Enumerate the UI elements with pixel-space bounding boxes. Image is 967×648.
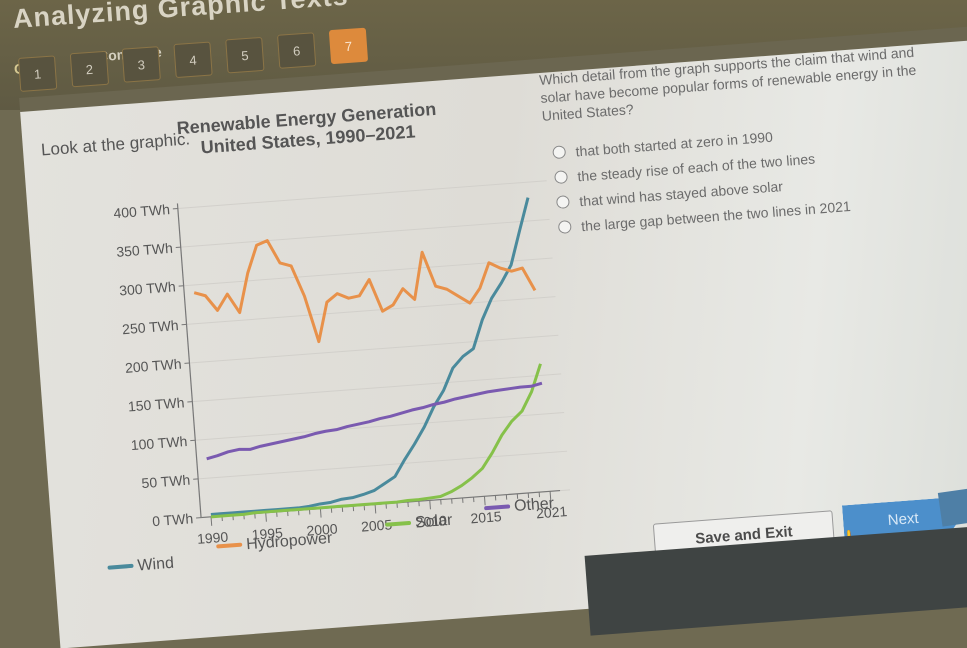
partial-button-right[interactable] [938,487,967,526]
x-tick-label: 2015 [470,508,502,526]
answer-options: that both started at zero in 1990 the st… [552,118,852,240]
y-tick-label: 350 TWh [116,240,174,260]
question-5-button[interactable]: 5 [225,37,264,73]
chart-lines [189,198,550,517]
question-7-button[interactable]: 7 [329,28,368,64]
question-3-button[interactable]: 3 [122,46,161,82]
y-tick-label: 100 TWh [130,433,188,453]
solar-legend-swatch [387,523,409,525]
radio-button[interactable] [552,145,566,159]
question-6-button[interactable]: 6 [277,32,316,68]
chart-gridlines [178,181,570,518]
wind-legend-swatch [110,566,132,568]
legend-label: Solar [414,512,453,532]
y-tick-label: 0 TWh [152,510,194,529]
screen: Analyzing Graphic Texts Quiz Complete 1 … [0,0,967,590]
other-legend-swatch [486,507,508,509]
y-tick-label: 250 TWh [122,317,180,337]
question-4-button[interactable]: 4 [173,42,212,78]
y-tick-label: 400 TWh [113,201,171,221]
legend-label: Other [513,495,555,515]
line-chart: 0 TWh 50 TWh 100 TWh 150 TWh 200 TWh 250 TWh 3… [24,121,574,579]
app-title: Analyzing Graphic Texts [12,0,349,35]
solar-line [201,364,550,517]
question-2-button[interactable]: 2 [70,51,109,87]
question-1-button[interactable]: 1 [18,55,57,91]
legend-label: Wind [137,555,175,575]
radio-button[interactable] [556,195,570,209]
y-tick-label: 200 TWh [124,356,182,376]
radio-button[interactable] [554,170,568,184]
wind-line [189,198,550,515]
y-axis: 0 TWh 50 TWh 100 TWh 150 TWh 200 TWh 250 TWh 3… [113,200,202,530]
y-tick-label: 300 TWh [119,278,177,298]
y-tick-label: 50 TWh [141,472,191,492]
hydropower-line [191,221,538,351]
radio-button[interactable] [558,220,572,234]
hydropower-legend-swatch [218,545,240,547]
y-tick-label: 150 TWh [127,394,185,414]
